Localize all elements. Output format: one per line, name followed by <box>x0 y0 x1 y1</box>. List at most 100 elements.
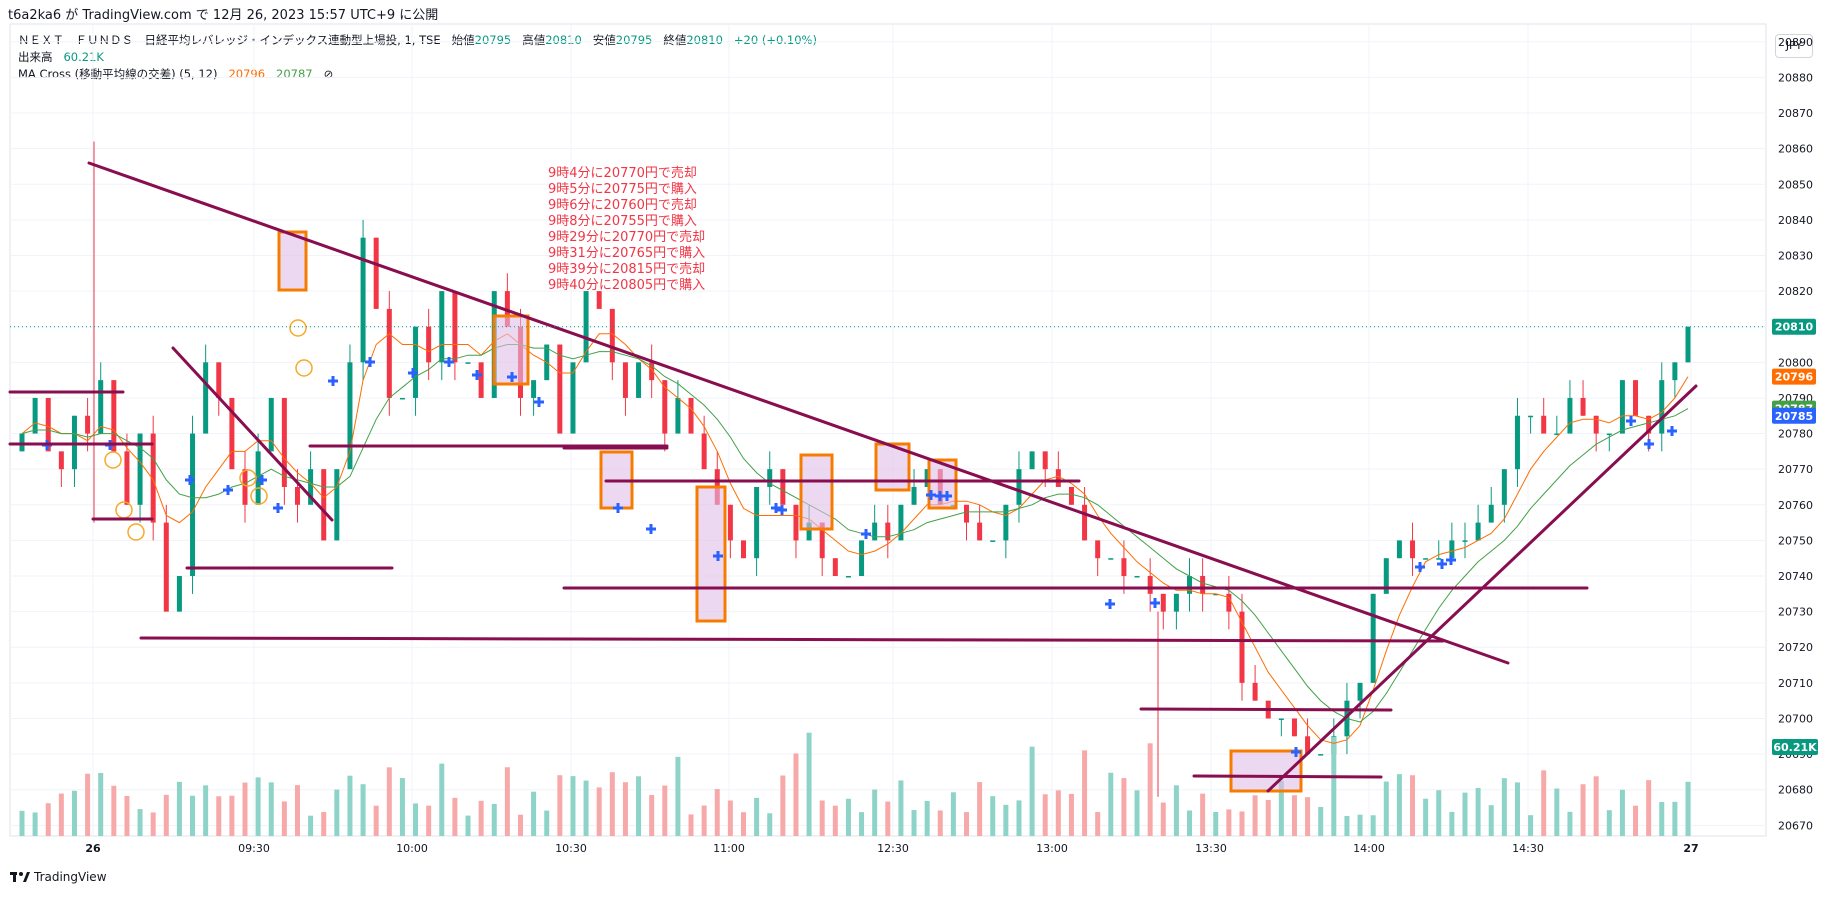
candle-body <box>478 362 484 398</box>
signal-circle-marker <box>289 319 307 337</box>
volume-bar <box>1685 781 1691 836</box>
trendline-drawing[interactable] <box>87 161 1510 665</box>
candle-body <box>1685 326 1691 363</box>
price-label-bg <box>1772 407 1816 424</box>
hidden-eye-icon[interactable]: ⊘ <box>323 67 334 81</box>
y-tick-label: 20890 <box>1778 36 1813 49</box>
volume-bar <box>898 780 904 836</box>
volume-bar <box>71 790 77 836</box>
y-tick-label: 20840 <box>1778 214 1813 227</box>
highlight-box[interactable] <box>277 230 308 292</box>
volume-bar <box>1108 772 1114 836</box>
volume-bar <box>1606 810 1612 836</box>
volume-bar <box>1278 780 1284 836</box>
candle-body <box>1121 558 1127 577</box>
trendline-drawing[interactable] <box>139 636 1445 643</box>
volume-bar <box>1449 811 1455 836</box>
volume-bar <box>872 789 878 836</box>
change-value: +20 (+0.10%) <box>733 33 817 47</box>
volume-bar <box>1147 743 1153 836</box>
candle-body <box>885 522 891 541</box>
volume-bar <box>1344 815 1350 836</box>
price-label: 20796 <box>1775 371 1814 384</box>
signal-circle-marker <box>239 469 257 487</box>
volume-bar <box>308 815 314 836</box>
volume-bar <box>1200 793 1206 836</box>
annotation-line: 9時6分に20760円で売却 <box>548 198 697 213</box>
highlight-box[interactable] <box>799 453 834 531</box>
volume-bar <box>596 787 602 836</box>
ma-cross-marker <box>534 397 544 407</box>
candle-body <box>531 380 537 398</box>
y-tick-label: 20760 <box>1778 499 1813 512</box>
annotation-line: 9時5分に20775円で購入 <box>548 182 697 197</box>
candle-body <box>1488 504 1494 523</box>
volume-bar <box>609 772 615 836</box>
ma-cross-marker <box>1644 439 1654 449</box>
trendline-drawing[interactable] <box>1139 707 1393 712</box>
signal-circle-marker <box>127 523 145 541</box>
candle-body <box>58 451 64 470</box>
trade-annotation[interactable]: 9時4分に20770円で売却 9時5分に20775円で購入 9時6分に20760円で… <box>548 166 705 294</box>
volume-bar <box>111 785 117 836</box>
volume-bar <box>19 810 25 836</box>
ma-cross-marker <box>223 485 233 495</box>
volume-bar <box>150 812 156 836</box>
ma-cross-marker <box>472 370 482 380</box>
x-tick-label: 12:30 <box>877 842 909 855</box>
volume-bar <box>399 778 405 836</box>
publish-line: t6a2ka6 が TradingView.com で 12月 26, 2023… <box>8 8 439 23</box>
volume-bar <box>1423 798 1429 836</box>
candle-body <box>347 362 353 470</box>
volume-bar <box>1554 788 1560 836</box>
volume-bar <box>1672 801 1678 836</box>
candle-body <box>190 433 196 577</box>
symbol-name[interactable]: ＮＥＸＴ ＦＵＮＤＳ 日経平均レバレッジ・インデックス連動型上場投, 1, TS… <box>18 33 441 47</box>
candle-body <box>1672 362 1678 381</box>
highlight-box[interactable] <box>695 485 727 623</box>
candle-body <box>1475 522 1481 541</box>
candle-body <box>911 486 917 505</box>
volume-bar <box>1055 790 1061 836</box>
volume-bar <box>1160 802 1166 836</box>
candle-body <box>1501 469 1507 505</box>
currency-button[interactable]: JPY <box>1775 34 1813 58</box>
trendline-drawing[interactable] <box>171 346 334 522</box>
volume-bar <box>347 775 353 836</box>
volume-bar <box>281 801 287 836</box>
volume-label[interactable]: 出来高 <box>18 50 53 64</box>
volume-bar <box>1121 778 1127 836</box>
symbol-row: ＮＥＸＴ ＦＵＮＤＳ 日経平均レバレッジ・インデックス連動型上場投, 1, TS… <box>18 32 817 49</box>
volume-bar <box>845 798 851 836</box>
volume-bar <box>1318 806 1324 836</box>
candle-body <box>570 362 576 434</box>
volume-bar <box>1068 793 1074 836</box>
y-tick-label: 20680 <box>1778 784 1813 797</box>
volume-bar <box>1462 792 1468 836</box>
ma-cross-marker <box>365 357 375 367</box>
volume-bar <box>570 776 576 836</box>
trendline-drawing[interactable] <box>1192 774 1383 779</box>
y-tick-label: 20710 <box>1778 677 1813 690</box>
volume-bar <box>675 756 681 836</box>
y-tick-label: 20820 <box>1778 285 1813 298</box>
volume-bar <box>478 800 484 836</box>
x-tick-label: 13:00 <box>1036 842 1068 855</box>
signal-circle-marker <box>104 451 122 469</box>
volume-bar <box>767 813 773 836</box>
candle-body <box>793 504 799 541</box>
candle-body <box>321 469 327 541</box>
ma-cross-marker <box>771 503 781 513</box>
volume-bar <box>255 777 261 836</box>
candle-body <box>1239 611 1245 683</box>
volume-bar <box>491 803 497 836</box>
price-label-bg <box>1772 318 1816 335</box>
volume-bar <box>1633 805 1639 836</box>
volume-bar <box>688 814 694 836</box>
volume-bar <box>203 785 209 836</box>
candle-body <box>1567 397 1573 434</box>
volume-bar <box>1016 800 1022 836</box>
volume-bar <box>1265 799 1271 836</box>
volume-bar <box>1396 774 1402 836</box>
